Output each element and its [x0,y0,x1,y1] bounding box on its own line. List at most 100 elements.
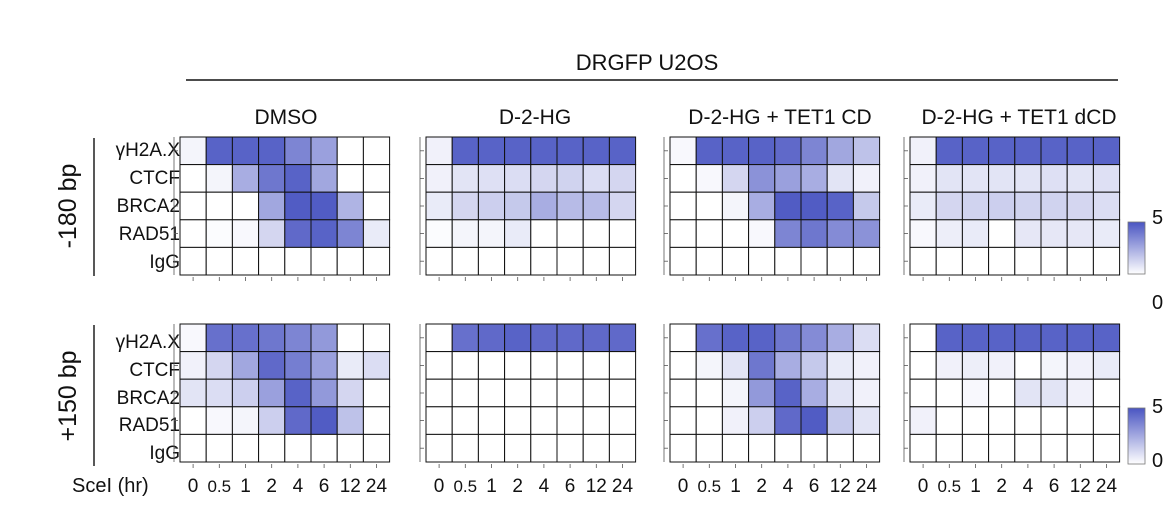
heatmap-cell [504,164,532,193]
heatmap-cell [1066,164,1094,193]
row-label: RAD51 [119,224,180,245]
heatmap-cell [310,246,338,276]
heatmap-cell [530,433,558,463]
heatmap-cell [258,246,286,276]
color-scale-max-label: 5 [1152,396,1163,418]
heatmap-panel [173,323,391,468]
heatmap-cell [800,164,828,193]
heatmap-cell [556,136,584,166]
heatmap-cell [935,378,963,408]
heatmap-cell [1040,191,1068,221]
heatmap-cell [179,219,207,248]
heatmap-cell [935,219,963,248]
row-label: γH2A.X [116,332,181,353]
heatmap-cell [935,323,963,353]
heatmap-cell [909,433,937,463]
heatmap-cell [362,323,391,353]
heatmap-cell [748,164,776,193]
heatmap-cell [205,378,233,408]
x-tick-label: 6 [809,476,820,497]
heatmap-cell [179,136,207,166]
heatmap-cell [179,246,207,276]
heatmap-cell [721,433,750,463]
heatmap-cell [556,191,584,221]
heatmap-cell [582,378,610,408]
heatmap-cell [477,164,506,193]
x-tick-label: 1 [486,476,497,497]
heatmap-cell [608,323,637,353]
heatmap-cell [205,351,233,380]
heatmap-cell [284,191,312,221]
heatmap-cell [1092,246,1121,276]
heatmap-cell [695,323,723,353]
heatmap-cell [362,219,391,248]
heatmap-cell [451,246,479,276]
heatmap-cell [774,351,802,380]
heatmap-cell [284,406,312,435]
heatmap-cell [988,219,1016,248]
position-label-minus-180: -180 bp [54,164,82,249]
heatmap-cell [336,351,364,380]
heatmap-cell [451,136,479,166]
heatmap-cell [477,378,506,408]
heatmap-cell [669,246,697,276]
heatmap-cell [721,219,750,248]
heatmap-cell [800,378,828,408]
heatmap-cell [336,406,364,435]
heatmap-panel [173,136,391,281]
row-label: γH2A.X [116,140,181,161]
heatmap-cell [988,378,1016,408]
heatmap-cell [909,378,937,408]
heatmap-cell [669,164,697,193]
heatmap-cell [909,351,937,380]
heatmap-cell [721,191,750,221]
heatmap-cell [852,246,881,276]
heatmap-cell [800,433,828,463]
heatmap-cell [362,191,391,221]
heatmap-cell [852,433,881,463]
heatmap-cell [721,378,750,408]
heatmap-cell [336,164,364,193]
heatmap-cell [909,323,937,353]
heatmap-cell [1040,246,1068,276]
heatmap-cell [425,378,453,408]
x-axis-label: SceI (hr) [72,475,149,497]
heatmap-cell [1040,351,1068,380]
x-tick-label: 2 [266,476,277,497]
heatmap-cell [530,351,558,380]
heatmap-cell [310,136,338,166]
heatmap-cell [205,433,233,463]
heatmap-cell [504,406,532,435]
heatmap-cell [310,378,338,408]
heatmap-cell [451,351,479,380]
heatmap-cell [362,351,391,380]
heatmap-cell [477,246,506,276]
heatmap-cell [477,323,506,353]
heatmap-cell [179,191,207,221]
heatmap-cell [336,323,364,353]
heatmap-cell [179,351,207,380]
heatmap-cell [1092,191,1121,221]
heatmap-cell [1066,219,1094,248]
heatmap-cell [362,378,391,408]
heatmap-cell [961,191,990,221]
heatmap-cell [961,378,990,408]
heatmap-cell [258,136,286,166]
heatmap-cell [935,351,963,380]
x-tick-label: 0.5 [937,477,961,496]
heatmap-cell [935,246,963,276]
x-tick-label: 12 [586,476,607,497]
x-tick-label: 0.5 [453,477,477,496]
heatmap-cell [608,164,637,193]
heatmap-cell [1066,406,1094,435]
heatmap-cell [826,433,854,463]
heatmap-cell [205,246,233,276]
heatmap-cell [556,378,584,408]
x-tick-label: 0 [188,476,199,497]
heatmap-cell [425,406,453,435]
heatmap-cell [477,406,506,435]
heatmap-cell [1066,323,1094,353]
heatmap-cell [774,323,802,353]
heatmap-cell [935,433,963,463]
